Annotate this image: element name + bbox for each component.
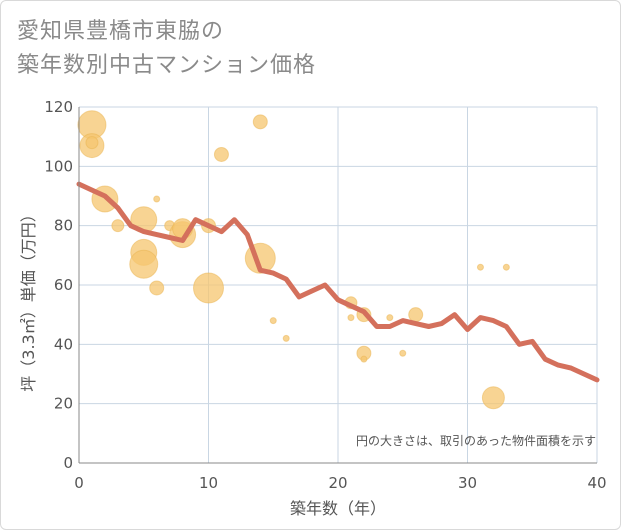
bubble-size-note: 円の大きさは、取引のあった物件面積を示す bbox=[356, 433, 596, 448]
y-tick-label: 100 bbox=[44, 157, 73, 175]
data-bubble bbox=[269, 317, 277, 325]
x-tick-label: 0 bbox=[74, 474, 84, 492]
x-axis-label: 築年数（年） bbox=[290, 499, 386, 518]
data-bubble bbox=[252, 114, 268, 130]
data-bubble bbox=[347, 314, 355, 322]
average-price-line bbox=[76, 181, 600, 383]
data-bubble bbox=[502, 263, 510, 271]
axes bbox=[78, 107, 597, 464]
data-bubble bbox=[399, 349, 407, 357]
trend-line-layer bbox=[76, 181, 600, 383]
y-tick-label: 80 bbox=[54, 217, 73, 235]
y-tick-label: 20 bbox=[54, 395, 73, 413]
chart-title-line1: 愛知県豊橋市東脇の bbox=[17, 19, 225, 44]
data-bubble bbox=[360, 355, 368, 363]
chart-title: 愛知県豊橋市東脇の 築年数別中古マンション価格 bbox=[17, 15, 316, 83]
data-bubble bbox=[408, 307, 424, 323]
data-bubble bbox=[476, 263, 484, 271]
y-tick-label: 0 bbox=[63, 454, 73, 472]
x-tick-label: 20 bbox=[328, 474, 347, 492]
y-tick-label: 120 bbox=[44, 98, 73, 116]
data-bubble bbox=[129, 249, 159, 279]
data-bubble bbox=[111, 219, 125, 233]
data-bubble bbox=[213, 146, 229, 162]
x-tick-labels: 0 10 20 30 40 bbox=[74, 474, 606, 492]
data-bubble bbox=[149, 280, 165, 296]
y-tick-label: 60 bbox=[54, 276, 73, 294]
x-tick-label: 30 bbox=[458, 474, 477, 492]
data-bubble bbox=[481, 386, 505, 410]
y-axis-label: 坪（3.3㎡）単価（万円） bbox=[19, 206, 38, 391]
data-bubble bbox=[386, 314, 394, 322]
data-bubble bbox=[282, 334, 290, 342]
data-bubble bbox=[193, 272, 224, 304]
x-tick-label: 10 bbox=[199, 474, 218, 492]
chart-title-line2: 築年数別中古マンション価格 bbox=[17, 53, 317, 78]
data-bubble bbox=[85, 136, 99, 150]
x-tick-label: 40 bbox=[587, 474, 606, 492]
y-tick-labels: 0 20 40 60 80 100 120 bbox=[44, 98, 73, 472]
y-tick-label: 40 bbox=[54, 335, 73, 353]
data-bubble bbox=[153, 195, 161, 203]
